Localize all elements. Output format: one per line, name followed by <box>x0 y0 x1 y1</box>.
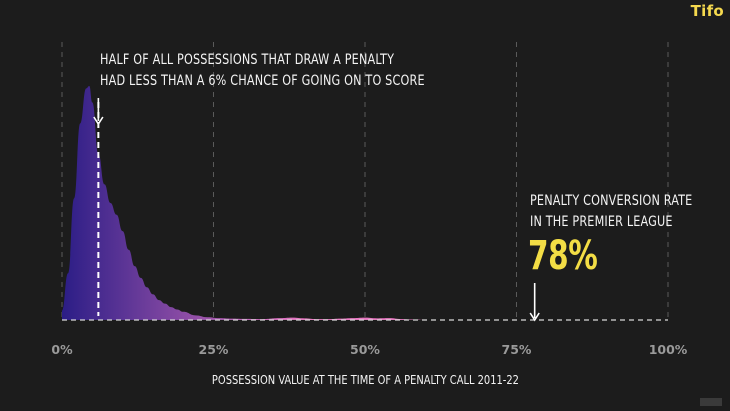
median-annotation: HALF OF ALL POSSESSIONS THAT DRAW A PENA… <box>100 50 425 92</box>
conversion-annotation-line1: PENALTY CONVERSION RATE <box>530 193 693 209</box>
x-axis-label-text: POSSESSION VALUE AT THE TIME OF A PENALT… <box>211 372 519 387</box>
density-area <box>62 86 668 320</box>
x-tick-label-0: 0% <box>51 342 73 357</box>
median-annotation-line1: HALF OF ALL POSSESSIONS THAT DRAW A PENA… <box>100 52 395 68</box>
conversion-rate-value: 78% <box>528 233 598 279</box>
conversion-arrow-head <box>529 312 540 322</box>
median-annotation-line2: HAD LESS THAN A 6% CHANCE OF GOING ON TO… <box>100 73 425 89</box>
conversion-annotation: PENALTY CONVERSION RATE IN THE PREMIER L… <box>530 191 692 233</box>
median-arrow-head <box>93 116 104 126</box>
x-tick-label-75: 75% <box>502 342 532 357</box>
x-tick-label-100: 100% <box>649 342 688 357</box>
corner-watermark <box>700 398 722 406</box>
tifo-logo: Tifo <box>690 2 724 20</box>
x-tick-label-50: 50% <box>350 342 380 357</box>
conversion-annotation-line2: IN THE PREMIER LEAGUE <box>530 214 673 230</box>
x-tick-label-25: 25% <box>199 342 229 357</box>
x-axis-label: POSSESSION VALUE AT THE TIME OF A PENALT… <box>0 372 730 387</box>
